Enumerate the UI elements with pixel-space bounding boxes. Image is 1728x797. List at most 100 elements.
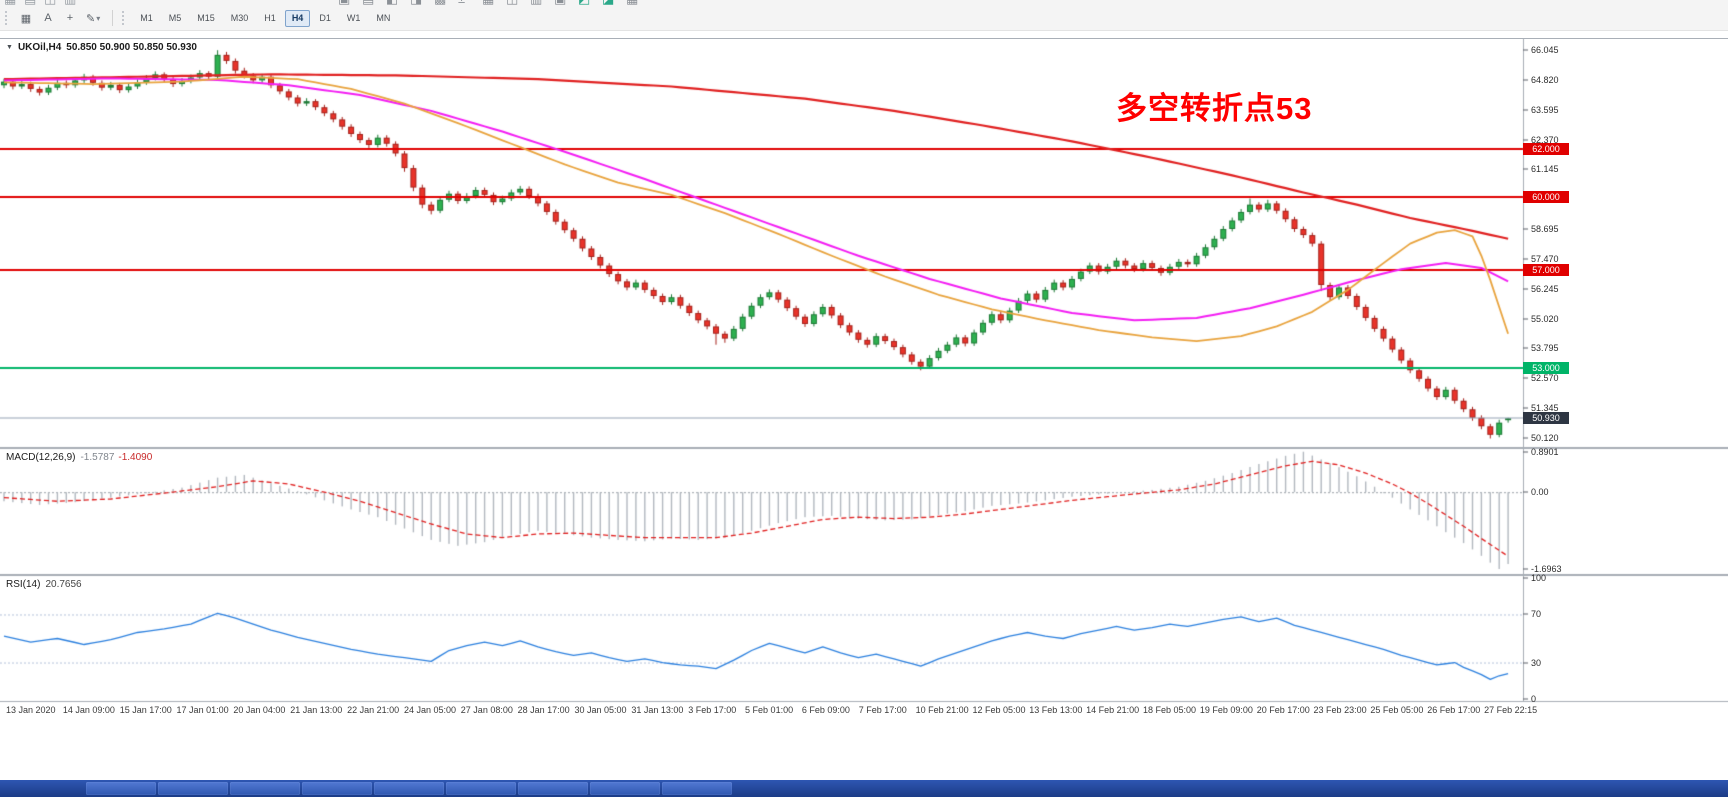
taskbar-item[interactable] (374, 782, 444, 795)
standard-toolbar-icon[interactable]: ▥ (530, 0, 542, 7)
standard-toolbar-icon[interactable]: ▦ (482, 0, 494, 7)
time-axis-label: 31 Jan 13:00 (631, 705, 684, 715)
text-tool-icon[interactable]: A (39, 9, 57, 27)
rsi-indicator-label: RSI(14) 20.7656 (6, 579, 82, 590)
level-price-badge: 62.000 (1523, 142, 1569, 155)
rsi-scale-label: 100 (1531, 573, 1547, 584)
taskbar-item[interactable] (662, 782, 732, 795)
rsi-scale-label: 30 (1531, 657, 1542, 668)
period-button-h1[interactable]: H1 (257, 10, 283, 27)
toolbar-grip[interactable] (122, 11, 126, 25)
standard-toolbar-icon[interactable]: ▦ (626, 0, 638, 7)
period-button-h4[interactable]: H4 (284, 9, 311, 27)
price-chart-canvas[interactable] (0, 39, 1728, 719)
toolbar: ▦▤◫▥▣▤◧◨▩±▦◫▥▣◩◪▦ ▦A+✎▾ M1M5M15M30H1H4D1… (0, 0, 1728, 31)
time-axis-label: 24 Jan 05:00 (403, 705, 456, 715)
symbol-period-text: UKOil,H4 (17, 42, 62, 53)
price-tick-label: 50.120 (1531, 432, 1559, 443)
standard-toolbar-icon[interactable]: ◨ (410, 0, 422, 7)
standard-toolbar-icon[interactable]: ▤ (362, 0, 374, 7)
time-axis-label: 13 Feb 13:00 (1029, 705, 1083, 715)
time-axis-label: 20 Feb 17:00 (1256, 705, 1310, 715)
period-button-mn[interactable]: MN (369, 10, 397, 27)
crosshair-icon[interactable]: + (61, 9, 79, 27)
time-axis-label: 30 Jan 05:00 (574, 705, 627, 715)
status-area (0, 718, 1728, 780)
annotation-text[interactable]: 多空转折点53 (1116, 91, 1313, 126)
time-axis-label: 3 Feb 17:00 (688, 705, 737, 715)
windows-taskbar (0, 780, 1728, 797)
standard-toolbar-icon[interactable]: ▣ (554, 0, 566, 7)
standard-toolbar-icon[interactable]: ▥ (64, 0, 76, 7)
price-tick-label: 61.145 (1531, 164, 1559, 175)
one-click-trading-arrow-icon[interactable]: ▼ (6, 44, 13, 51)
draw-tools-icon[interactable]: ✎ ▾ (83, 9, 103, 27)
standard-toolbar-icon[interactable]: ▣ (338, 0, 350, 7)
period-button-w1[interactable]: W1 (340, 10, 368, 27)
period-button-m1[interactable]: M1 (133, 10, 160, 27)
dropdown-caret-icon[interactable]: ▾ (96, 13, 101, 23)
level-price-badge: 60.000 (1523, 191, 1569, 204)
taskbar-item[interactable] (590, 782, 660, 795)
standard-toolbar-icon[interactable]: ◩ (578, 0, 590, 7)
chart-symbol-label: ▼ UKOil,H4 50.850 50.900 50.850 50.930 (6, 42, 197, 53)
level-price-badge: 53.000 (1523, 361, 1569, 374)
period-button-d1[interactable]: D1 (312, 10, 338, 27)
price-tick-label: 56.245 (1531, 283, 1559, 294)
time-axis-label: 12 Feb 05:00 (972, 705, 1026, 715)
macd-scale-label: 0.8901 (1531, 446, 1559, 457)
rsi-value: 20.7656 (45, 579, 82, 590)
time-axis-label: 21 Jan 13:00 (290, 705, 343, 715)
taskbar-item[interactable] (446, 782, 516, 795)
period-button-m15[interactable]: M15 (190, 10, 222, 27)
standard-toolbar-icon[interactable]: ▦ (4, 0, 16, 7)
macd-indicator-label: MACD(12,26,9) -1.5787 -1.4090 (6, 452, 152, 463)
standard-toolbar-icon[interactable]: ◫ (44, 0, 56, 7)
standard-toolbar-icon[interactable]: ▤ (24, 0, 36, 7)
standard-toolbar-icon[interactable]: ◪ (602, 0, 614, 7)
rsi-name: RSI(14) (6, 579, 41, 590)
taskbar-item[interactable] (518, 782, 588, 795)
time-axis-label: 15 Jan 17:00 (119, 705, 172, 715)
period-button-m30[interactable]: M30 (224, 10, 256, 27)
standard-toolbar-icon[interactable]: ◫ (506, 0, 518, 7)
time-axis-label: 27 Feb 22:15 (1484, 705, 1538, 715)
rsi-scale-label: 70 (1531, 609, 1542, 620)
toolbar-grip[interactable] (5, 11, 9, 25)
macd-scale-label: -1.6963 (1531, 564, 1562, 575)
time-axis-label: 17 Jan 01:00 (176, 705, 229, 715)
time-axis-label: 14 Feb 21:00 (1086, 705, 1140, 715)
taskbar-item[interactable] (158, 782, 228, 795)
time-axis-label: 19 Feb 09:00 (1199, 705, 1253, 715)
time-axis-label: 26 Feb 17:00 (1427, 705, 1481, 715)
taskbar-item[interactable] (230, 782, 300, 795)
time-axis-label: 20 Jan 04:00 (233, 705, 286, 715)
price-tick-label: 51.345 (1531, 403, 1559, 414)
macd-main-value: -1.5787 (80, 452, 115, 463)
time-axis-label: 23 Feb 23:00 (1313, 705, 1367, 715)
time-axis-label: 10 Feb 21:00 (915, 705, 969, 715)
price-tick-label: 63.595 (1531, 104, 1559, 115)
standard-toolbar-icon[interactable]: ▩ (434, 0, 446, 7)
level-price-badge: 57.000 (1523, 264, 1569, 277)
ohlc-text: 50.850 50.900 50.850 50.930 (66, 42, 197, 53)
time-axis-label: 25 Feb 05:00 (1370, 705, 1424, 715)
time-axis-label: 7 Feb 17:00 (858, 705, 907, 715)
standard-toolbar-icon[interactable]: ◧ (386, 0, 398, 7)
macd-scale-label: 0.00 (1531, 487, 1549, 498)
period-button-m5[interactable]: M5 (162, 10, 189, 27)
taskbar-item[interactable] (86, 782, 156, 795)
time-axis-label: 13 Jan 2020 (6, 705, 56, 715)
time-axis-label: 27 Jan 08:00 (460, 705, 513, 715)
taskbar-item[interactable] (302, 782, 372, 795)
standard-toolbar-icon[interactable]: ± (458, 0, 465, 7)
price-tick-label: 64.820 (1531, 74, 1559, 85)
chart-windows-icon[interactable]: ▦ (17, 9, 35, 27)
price-tick-label: 57.470 (1531, 253, 1559, 264)
time-axis-label: 14 Jan 09:00 (62, 705, 115, 715)
chart-window: ▼ UKOil,H4 50.850 50.900 50.850 50.930 多… (0, 38, 1728, 719)
time-axis-label: 22 Jan 21:00 (347, 705, 400, 715)
time-axis-label: 5 Feb 01:00 (745, 705, 794, 715)
price-tick-label: 53.795 (1531, 343, 1559, 354)
time-axis-label: 28 Jan 17:00 (517, 705, 570, 715)
